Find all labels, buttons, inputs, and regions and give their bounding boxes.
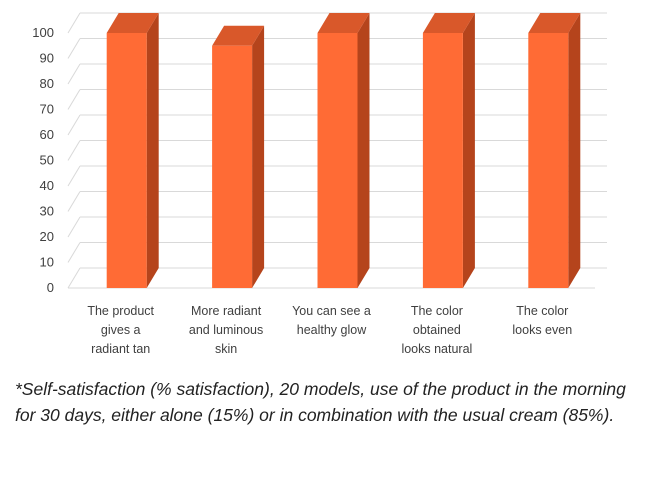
gridline-depth (67, 38, 81, 59)
y-tick-label: 30 (40, 204, 54, 219)
x-category-label: More radiant and luminous skin (189, 304, 263, 356)
x-category-label-line: The product (87, 304, 154, 318)
y-tick-label: 20 (40, 229, 54, 244)
gridline-depth (67, 242, 81, 263)
x-category-label: The product gives a radiant tan (87, 304, 154, 356)
gridline-depth (67, 114, 81, 136)
y-tick-label: 10 (40, 255, 54, 270)
x-category-label-line: More radiant (191, 304, 262, 318)
bar (106, 13, 159, 288)
bar-front (212, 45, 253, 288)
x-category-label-line: You can see a (292, 304, 371, 318)
gridline-depth (67, 12, 81, 34)
x-category-label-line: healthy glow (297, 323, 367, 337)
bar-side (462, 13, 475, 288)
bar-side (568, 13, 581, 288)
x-category-label-line: and luminous (189, 323, 263, 337)
gridline-depth (67, 165, 81, 187)
y-tick-label: 100 (32, 25, 54, 40)
x-category-label-line: looks even (512, 323, 572, 337)
gridline-depth (67, 191, 81, 212)
x-category-label-line: obtained (413, 323, 461, 337)
x-category-label-line: The color (411, 304, 463, 318)
y-tick-label: 60 (40, 127, 54, 142)
bar-top (422, 13, 475, 33)
x-category-label-line: The color (516, 304, 568, 318)
x-category-label-line: looks natural (401, 342, 472, 356)
x-category-label-line: radiant tan (91, 342, 150, 356)
bar-top (212, 25, 265, 46)
footnote: *Self-satisfaction (% satisfaction), 20 … (15, 379, 626, 425)
gridline-depth (67, 216, 81, 238)
x-category-label: You can see a healthy glow (292, 304, 371, 337)
bar-chart: 0 10 20 30 40 50 60 70 80 90 100 The product gives a… (32, 12, 607, 356)
bar (422, 13, 475, 288)
bar-side (357, 13, 370, 288)
bar-side (146, 13, 159, 288)
bar (212, 25, 265, 288)
bar (317, 13, 370, 288)
x-category-label-line: skin (215, 342, 237, 356)
bar-top (528, 13, 581, 33)
bar (528, 13, 581, 288)
gridline-depth (67, 140, 81, 161)
bar-front (106, 33, 147, 288)
y-tick-label: 0 (47, 280, 54, 295)
bar-front (317, 33, 358, 288)
bar-front (528, 33, 569, 288)
y-tick-label: 90 (40, 51, 54, 66)
gridline-depth (67, 267, 81, 289)
bar-top (106, 13, 159, 33)
gridline-depth (67, 89, 81, 110)
bar-front (422, 33, 463, 288)
y-tick-label: 50 (40, 153, 54, 168)
bar-top (317, 13, 370, 33)
gridline-depth (67, 63, 81, 85)
x-category-label: The color looks even (512, 304, 572, 337)
x-category-label: The color obtained looks natural (401, 304, 472, 356)
x-category-label-line: gives a (101, 323, 141, 337)
y-tick-label: 80 (40, 76, 54, 91)
bar-side (252, 25, 265, 288)
y-tick-label: 40 (40, 178, 54, 193)
y-tick-label: 70 (40, 102, 54, 117)
